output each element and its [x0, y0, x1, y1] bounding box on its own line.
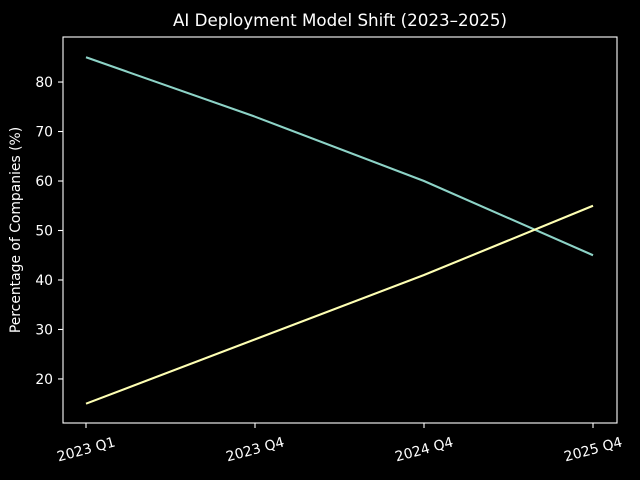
- x-tick-label: 2023 Q1: [55, 435, 117, 466]
- y-tick-label: 50: [35, 223, 53, 239]
- y-axis-label: Percentage of Companies (%): [8, 127, 24, 333]
- x-tick-label: 2023 Q4: [224, 434, 286, 465]
- line-teal-declining-line: [85, 56, 594, 257]
- y-tick-label: 40: [35, 273, 53, 289]
- y-tick-label: 20: [35, 372, 53, 388]
- chart-title: AI Deployment Model Shift (2023–2025): [173, 10, 507, 30]
- y-tick-label: 60: [35, 174, 53, 190]
- y-tick-label: 70: [35, 125, 53, 141]
- plot-lines: [85, 56, 594, 405]
- line-yellow-rising-line: [85, 204, 594, 405]
- x-tick-label: 2025 Q4: [562, 434, 624, 465]
- y-tick-label: 30: [35, 322, 53, 338]
- y-axis-ticks: 20 30 40 50 60 70 80: [35, 75, 63, 388]
- x-axis-ticks: 2023 Q1 2023 Q4 2024 Q4 2025 Q4: [55, 423, 624, 465]
- x-tick-label: 2024 Q4: [393, 434, 455, 465]
- y-tick-label: 80: [35, 75, 53, 91]
